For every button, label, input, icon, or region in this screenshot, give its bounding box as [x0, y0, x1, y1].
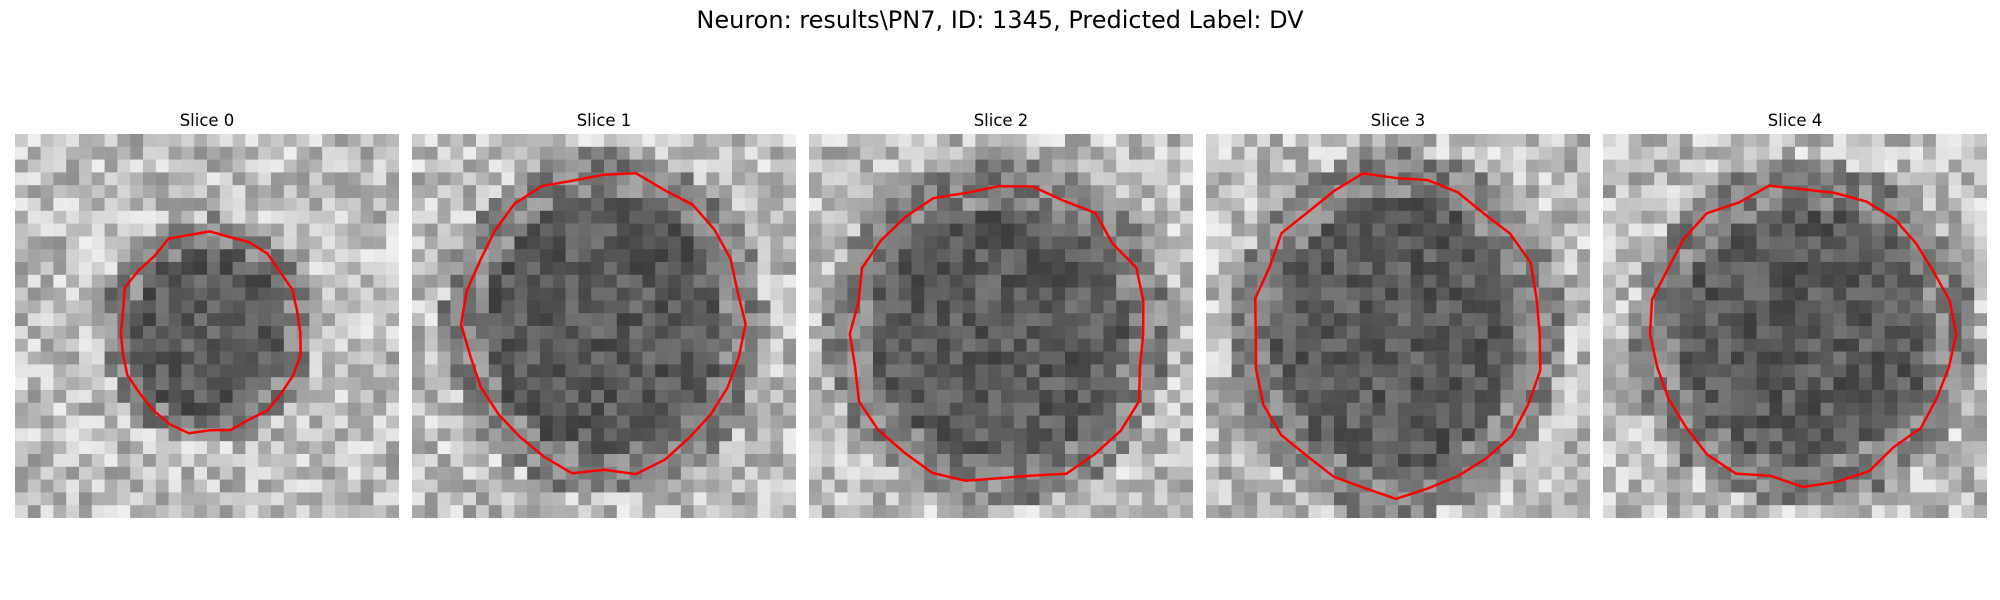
slice-panel-1: Slice 1 — [412, 110, 796, 518]
slice-title: Slice 0 — [179, 111, 235, 130]
slice-title: Slice 4 — [1767, 111, 1823, 130]
segmentation-contour — [459, 172, 747, 476]
slice-image — [412, 134, 796, 518]
figure-title: Neuron: results\PN7, ID: 1345, Predicted… — [696, 6, 1304, 34]
slice-image — [1603, 134, 1987, 518]
slice-title: Slice 1 — [576, 111, 632, 130]
slice-image — [809, 134, 1193, 518]
slice-image — [15, 134, 399, 518]
slice-panel-0: Slice 0 — [15, 110, 399, 518]
slice-title: Slice 2 — [973, 111, 1029, 130]
slice-panel-2: Slice 2 — [809, 110, 1193, 518]
segmentation-contour — [119, 230, 302, 435]
slice-panel-3: Slice 3 — [1206, 110, 1590, 518]
slice-panel-4: Slice 4 — [1603, 110, 1987, 518]
segmentation-contour — [1253, 172, 1542, 501]
slice-image — [1206, 134, 1590, 518]
segmentation-contour — [1648, 184, 1958, 489]
segmentation-contour — [848, 184, 1145, 483]
slice-title: Slice 3 — [1370, 111, 1426, 130]
